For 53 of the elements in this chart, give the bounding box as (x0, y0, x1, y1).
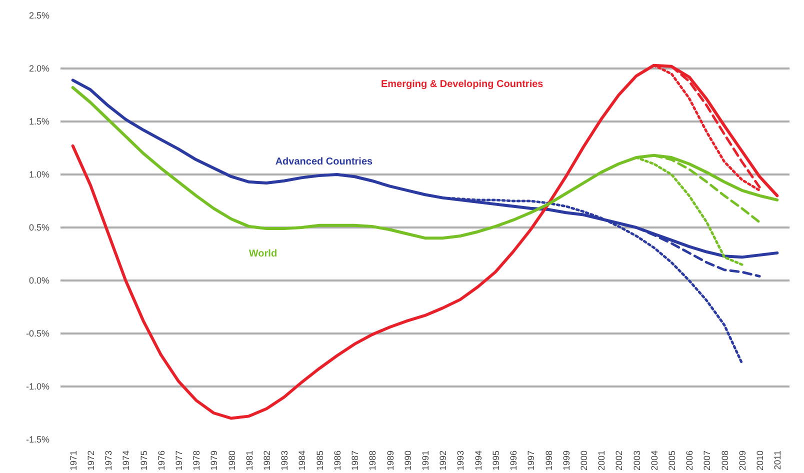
x-tick-label: 1978 (192, 450, 202, 471)
x-tick-label: 1981 (244, 450, 254, 471)
x-tick-label: 1996 (508, 450, 519, 471)
x-tick-label: 1983 (280, 450, 290, 471)
x-tick-label: 1975 (138, 450, 149, 471)
x-tick-label: 1980 (226, 450, 237, 471)
x-tick-label: 1977 (174, 450, 184, 471)
x-tick-label: 1993 (456, 450, 466, 471)
x-tick-label: 1997 (526, 450, 536, 471)
x-tick-label: 1994 (473, 450, 484, 471)
x-tick-label: 1976 (156, 450, 166, 471)
x-tick-label: 1998 (544, 450, 554, 471)
x-tick-label: 1989 (385, 450, 396, 471)
x-tick-label: 1979 (209, 450, 220, 471)
x-tick-label: 1991 (420, 450, 430, 471)
y-tick-label: 0.0% (28, 276, 50, 286)
x-tick-label: 1986 (332, 450, 342, 471)
y-tick-label: 1.0% (28, 170, 50, 180)
x-tick-label: 2010 (755, 450, 766, 471)
x-tick-label: 2011 (772, 450, 783, 470)
x-tick-label: 1985 (314, 450, 325, 471)
x-tick-label: 1995 (490, 450, 501, 471)
x-tick-label: 1999 (561, 450, 572, 471)
x-tick-label: 2007 (702, 450, 712, 471)
series-label: World (248, 248, 278, 260)
y-tick-label: -1.5% (26, 434, 50, 444)
x-tick-label: 1972 (86, 450, 96, 471)
x-tick-label: 1973 (104, 450, 114, 471)
x-tick-label: 1971 (68, 450, 78, 471)
x-tick-label: 2009 (737, 450, 748, 471)
x-tick-label: 2002 (614, 450, 624, 471)
y-tick-label: 0.5% (28, 222, 50, 232)
y-tick-label: -1.0% (26, 382, 50, 392)
y-tick-label: 2.5% (28, 10, 50, 20)
x-tick-label: 1988 (368, 450, 378, 471)
x-tick-label: 2005 (667, 450, 678, 471)
x-tick-label: 2001 (596, 450, 607, 471)
x-tick-label: 1992 (438, 450, 448, 471)
x-tick-label: 1982 (262, 450, 272, 471)
x-tick-label: 2000 (578, 450, 589, 471)
y-tick-label: 2.0% (28, 64, 50, 74)
y-tick-label: -0.5% (26, 328, 50, 338)
text: Emerging & Developing Countries (380, 78, 544, 90)
x-tick-label: 1990 (402, 450, 413, 471)
x-tick-label: 1987 (350, 450, 360, 471)
x-tick-label: 2003 (632, 450, 642, 471)
x-tick-label: 1974 (121, 450, 132, 471)
y-tick-label: 1.5% (28, 116, 50, 126)
x-tick-label: 2004 (649, 450, 660, 471)
x-tick-label: 2006 (684, 450, 695, 471)
series-label: Advanced Countries (275, 156, 374, 168)
x-tick-label: 1984 (297, 450, 308, 471)
x-tick-label: 2008 (720, 450, 730, 471)
